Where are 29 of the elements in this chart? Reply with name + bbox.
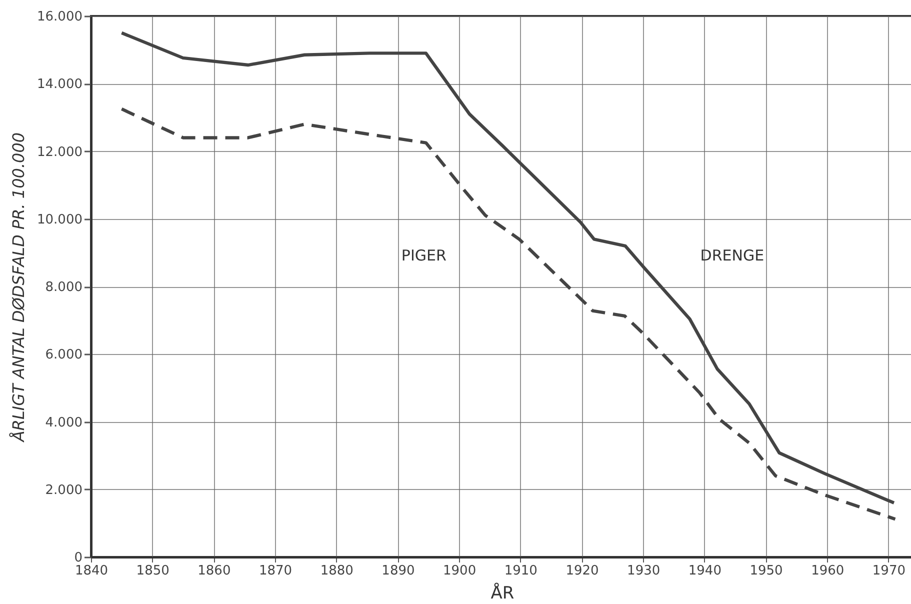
line-series: [120, 107, 897, 521]
x-tick-label: 1950: [750, 564, 783, 578]
x-tick-label: 1940: [688, 564, 722, 578]
y-tick-label: 8.000: [45, 280, 82, 295]
y-tick-label: 12.000: [37, 144, 82, 160]
x-tick-label: 1910: [504, 564, 538, 578]
y-tick-label: 4.000: [45, 415, 82, 430]
x-tick-label: 1900: [443, 564, 476, 578]
y-tick-label: 0: [74, 550, 82, 566]
annotation: DRENGE: [700, 246, 764, 265]
x-tick-label: 1860: [198, 564, 231, 578]
x-tick-label: 1880: [320, 564, 354, 578]
annotation: PIGER: [401, 246, 446, 265]
y-tick-label: 10.000: [37, 212, 82, 228]
line-series: [120, 31, 896, 504]
y-tick-label: 14.000: [37, 77, 82, 92]
x-tick-label: 1930: [627, 564, 660, 578]
x-tick-label: 1970: [872, 564, 906, 578]
x-tick-label: 1870: [258, 564, 292, 578]
x-tick-label: 1840: [74, 564, 108, 578]
x-tick-label: 1890: [382, 564, 415, 578]
y-tick-label: 6.000: [45, 348, 82, 363]
y-tick-label: 16.000: [37, 10, 82, 24]
y-tick-label: 2.000: [45, 482, 82, 498]
x-axis-title: ÅR: [490, 582, 514, 604]
x-tick-label: 1850: [136, 564, 170, 578]
x-tick-label: 1920: [566, 564, 599, 578]
x-tick-label: 1960: [811, 564, 844, 578]
y-axis-title: ÅRLIGT ANTAL DØDSFALD PR. 100.000: [9, 132, 28, 443]
